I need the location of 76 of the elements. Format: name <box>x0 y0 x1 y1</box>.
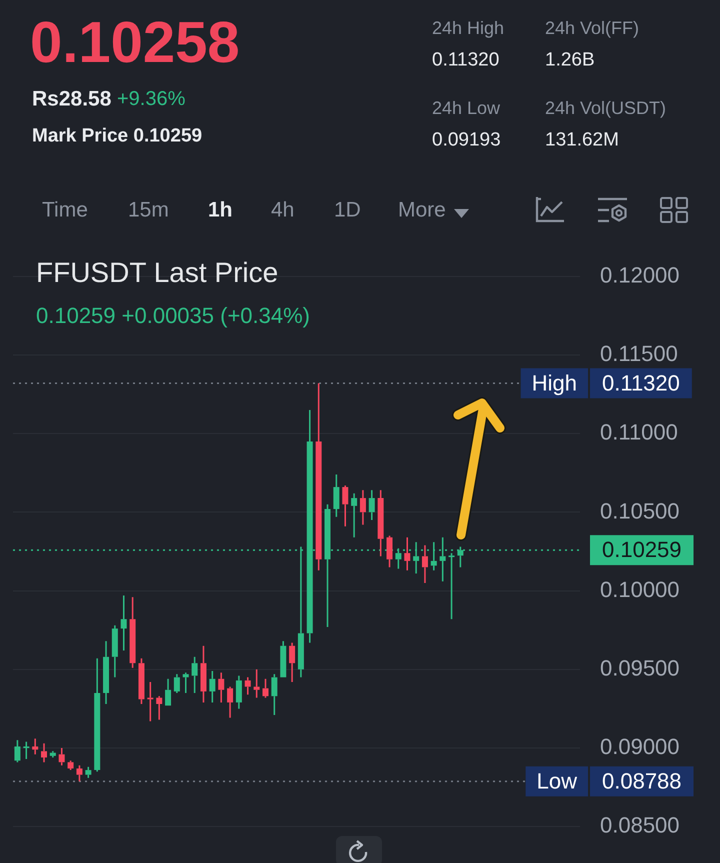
text: 1h <box>208 198 233 222</box>
candlestick <box>351 492 358 538</box>
text: 0.11320 <box>602 370 680 396</box>
candlestick <box>32 738 38 756</box>
candlestick <box>386 535 393 568</box>
text: +9.36% <box>117 88 186 110</box>
candlestick <box>280 640 286 678</box>
candlestick <box>218 672 224 704</box>
candlestick <box>147 681 154 722</box>
candlestick <box>138 658 144 705</box>
text: 24h Low <box>432 98 500 118</box>
candlestick <box>209 670 216 704</box>
candlestick <box>262 678 268 698</box>
text: 0.10258 <box>30 10 240 75</box>
y-tick-label: 0.10500 <box>600 498 680 524</box>
candlestick <box>192 656 198 694</box>
text: 0.10259 +0.00035 (+0.34%) <box>36 303 310 328</box>
candlestick <box>14 739 20 763</box>
candlestick <box>130 596 136 669</box>
candlestick <box>236 674 242 710</box>
candlestick <box>182 672 189 694</box>
ref-line-label: Low <box>536 768 578 794</box>
candlestick <box>271 673 278 716</box>
text: 0.08788 <box>602 768 682 794</box>
candlestick <box>85 766 92 779</box>
candlestick <box>68 760 74 771</box>
candlestick <box>227 686 234 718</box>
text: 1.26B <box>545 50 595 70</box>
y-tick-label: 0.09000 <box>600 734 680 760</box>
y-tick-label: 0.11500 <box>600 341 678 366</box>
candlestick <box>289 642 296 683</box>
candlestick <box>244 676 251 696</box>
candlestick <box>360 489 366 526</box>
candlestick <box>254 668 260 698</box>
text: Rs28.58 <box>32 88 112 110</box>
text: 1D <box>334 198 361 222</box>
y-tick-label: 0.09500 <box>600 655 680 680</box>
text: 0.11320 <box>432 50 500 70</box>
text: 24h High <box>432 18 504 38</box>
candlestick <box>50 750 56 758</box>
candlestick <box>378 489 384 557</box>
candlestick <box>58 747 65 766</box>
text: More <box>398 198 446 222</box>
text: 24h Vol(USDT) <box>545 98 666 118</box>
text: 131.62M <box>545 130 619 150</box>
chart-title: FFUSDT Last Price <box>36 257 278 288</box>
text: Time <box>42 198 88 222</box>
candlestick <box>316 382 322 572</box>
text: 0.09193 <box>432 130 501 150</box>
y-tick-label: 0.11000 <box>600 420 678 445</box>
candlestick <box>41 742 48 763</box>
candlestick <box>156 695 162 720</box>
candlestick <box>23 741 30 760</box>
candlestick <box>103 640 110 705</box>
candlestick <box>404 536 410 572</box>
candlestick <box>448 552 455 620</box>
candlestick <box>200 645 206 704</box>
candlestick <box>76 764 82 782</box>
text: 4h <box>271 198 294 222</box>
y-tick-label: 0.10000 <box>600 576 680 602</box>
text: 24h Vol(FF) <box>545 18 640 38</box>
candlestick <box>342 484 348 528</box>
y-tick-label: 0.12000 <box>600 262 680 288</box>
candlestick <box>94 658 100 772</box>
candlestick <box>120 594 127 652</box>
candlestick <box>112 624 118 678</box>
candlestick <box>174 673 180 694</box>
candlestick <box>422 544 428 584</box>
text: Mark Price 0.10259 <box>32 126 202 146</box>
candlestick <box>165 678 172 706</box>
text: 0.10259 <box>602 537 682 562</box>
candlestick <box>333 474 340 518</box>
y-tick-label: 0.08500 <box>600 812 680 838</box>
candlestick <box>368 489 375 521</box>
text: 15m <box>128 198 169 222</box>
ref-line-label: High <box>532 370 578 396</box>
